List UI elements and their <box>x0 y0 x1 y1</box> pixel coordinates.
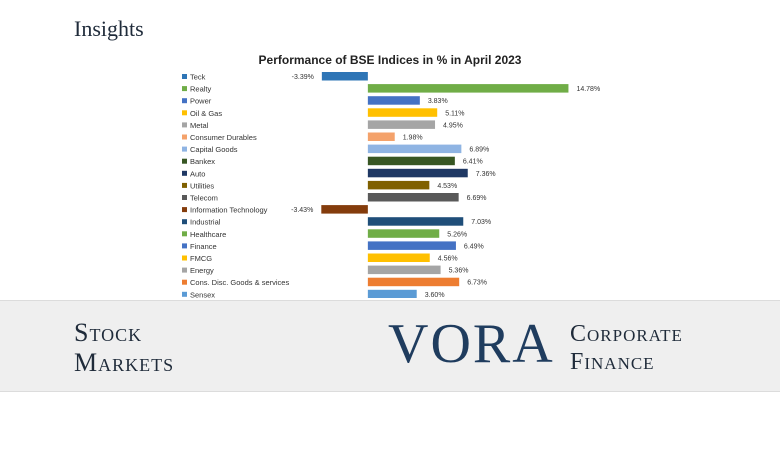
stock-line1: Stock <box>74 318 143 347</box>
corporate-finance-label: Corporate Finance <box>570 320 683 376</box>
data-label: 3.83% <box>428 98 448 105</box>
legend-marker <box>182 267 187 273</box>
chart-title: Performance of BSE Indices in % in April… <box>259 53 522 67</box>
bar <box>367 132 395 141</box>
page-heading: Insights <box>74 16 144 41</box>
legend-label: FMCG <box>190 254 212 263</box>
legend-label: Finance <box>190 242 217 251</box>
stock-line2: Markets <box>74 348 175 377</box>
bse-indices-chart: Performance of BSE Indices in % in April… <box>170 48 610 298</box>
bar <box>367 96 420 105</box>
legend-marker <box>182 207 187 213</box>
legend-label: Telecom <box>190 194 218 203</box>
legend-label: Teck <box>190 73 206 82</box>
stock-markets-label: Stock Markets <box>74 318 174 378</box>
data-label: 1.98% <box>403 135 423 142</box>
legend-marker <box>182 182 187 188</box>
bar <box>321 72 368 81</box>
legend-label: Industrial <box>190 218 221 227</box>
bar <box>367 156 455 166</box>
data-label: 6.89% <box>469 147 489 154</box>
legend-label: Oil & Gas <box>190 109 222 118</box>
legend-marker <box>182 195 187 200</box>
legend-marker <box>182 243 187 249</box>
bar <box>367 120 436 129</box>
bar <box>367 241 456 250</box>
legend-label: Metal <box>190 121 209 130</box>
data-label: 14.78% <box>576 86 600 93</box>
bar <box>367 229 440 238</box>
chart-svg: Performance of BSE Indices in % in April… <box>182 53 600 298</box>
data-label: 7.36% <box>476 171 496 178</box>
bar <box>367 277 460 287</box>
legend-marker <box>182 146 187 152</box>
data-label: 5.11% <box>445 110 464 117</box>
legend-label: Auto <box>190 169 205 178</box>
bar <box>367 84 569 93</box>
data-label: 6.49% <box>464 243 484 250</box>
legend-marker <box>182 98 187 104</box>
data-label: -3.39% <box>292 74 314 81</box>
data-label: 6.41% <box>463 159 483 166</box>
legend-marker <box>182 86 187 92</box>
legend-marker <box>182 110 187 116</box>
legend-marker <box>182 122 187 128</box>
legend-marker <box>182 279 187 285</box>
legend-label: Healthcare <box>190 230 226 239</box>
vora-logo: VORA <box>388 313 555 375</box>
bar <box>367 108 438 117</box>
legend-marker <box>182 255 187 261</box>
legend-marker <box>182 170 187 176</box>
corp-line2: Finance <box>570 349 655 375</box>
legend-marker <box>182 74 187 79</box>
bar <box>367 253 430 262</box>
bar <box>367 168 468 178</box>
footer-banner <box>0 300 780 392</box>
data-label: 4.95% <box>443 122 463 129</box>
bar <box>367 289 417 298</box>
legend-label: Sensex <box>190 290 215 298</box>
data-label: 4.56% <box>438 256 458 263</box>
bar <box>367 265 441 275</box>
legend-label: Consumer Durables <box>190 133 257 142</box>
bar <box>367 217 464 226</box>
legend-marker <box>182 158 187 164</box>
legend-marker <box>182 134 187 140</box>
legend-label: Capital Goods <box>190 145 238 154</box>
bar <box>367 144 462 154</box>
data-label: 3.60% <box>425 292 445 298</box>
legend-label: Energy <box>190 266 214 275</box>
data-label: 6.69% <box>467 195 487 202</box>
legend-label: Bankex <box>190 157 215 166</box>
legend-label: Cons. Disc. Goods & services <box>190 278 289 287</box>
data-label: 5.26% <box>447 231 467 238</box>
legend-label: Utilities <box>190 181 214 190</box>
data-label: 7.03% <box>471 219 491 226</box>
legend-label: Information Technology <box>190 206 268 215</box>
legend-marker <box>182 231 187 237</box>
data-label: 5.36% <box>449 268 469 275</box>
legend-marker <box>182 291 187 297</box>
data-label: 6.73% <box>467 280 487 287</box>
legend-label: Realty <box>190 85 212 94</box>
bar <box>321 205 368 214</box>
legend-label: Power <box>190 97 212 106</box>
legend-marker <box>182 219 187 225</box>
data-label: 4.53% <box>437 183 457 190</box>
bar <box>367 193 459 202</box>
bar <box>367 180 430 190</box>
data-label: -3.43% <box>291 207 313 214</box>
corp-line1: Corporate <box>570 321 683 347</box>
